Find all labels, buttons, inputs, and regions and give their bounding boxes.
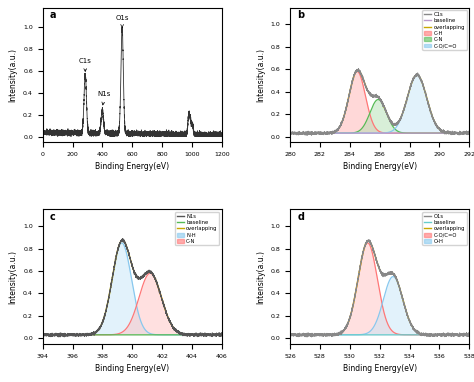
Text: c: c [50,212,55,222]
Text: C1s: C1s [79,58,91,71]
Y-axis label: Intensity(a.u.): Intensity(a.u.) [256,48,265,102]
X-axis label: Binding Energy(eV): Binding Energy(eV) [95,364,169,373]
X-axis label: Binding Energy(eV): Binding Energy(eV) [95,162,169,172]
Y-axis label: Intensity(a.u.): Intensity(a.u.) [9,249,18,304]
Legend: O1s, baseline, overlapping, C-O/C=O, O-H: O1s, baseline, overlapping, C-O/C=O, O-H [422,212,466,245]
Legend: N1s, baseline, overlapping, N-H, C-N: N1s, baseline, overlapping, N-H, C-N [175,212,219,245]
X-axis label: Binding Energy(eV): Binding Energy(eV) [343,364,417,373]
Legend: C1s, baseline, overlapping, C-H, C-N, C-O/C=O: C1s, baseline, overlapping, C-H, C-N, C-… [422,10,466,50]
Text: d: d [297,212,304,222]
X-axis label: Binding Energy(eV): Binding Energy(eV) [343,162,417,172]
Y-axis label: Intensity(a.u.): Intensity(a.u.) [9,48,18,102]
Text: a: a [50,10,56,20]
Text: b: b [297,10,304,20]
Y-axis label: Intensity(a.u.): Intensity(a.u.) [256,249,265,304]
Text: O1s: O1s [115,15,129,28]
Text: N1s: N1s [98,91,111,105]
